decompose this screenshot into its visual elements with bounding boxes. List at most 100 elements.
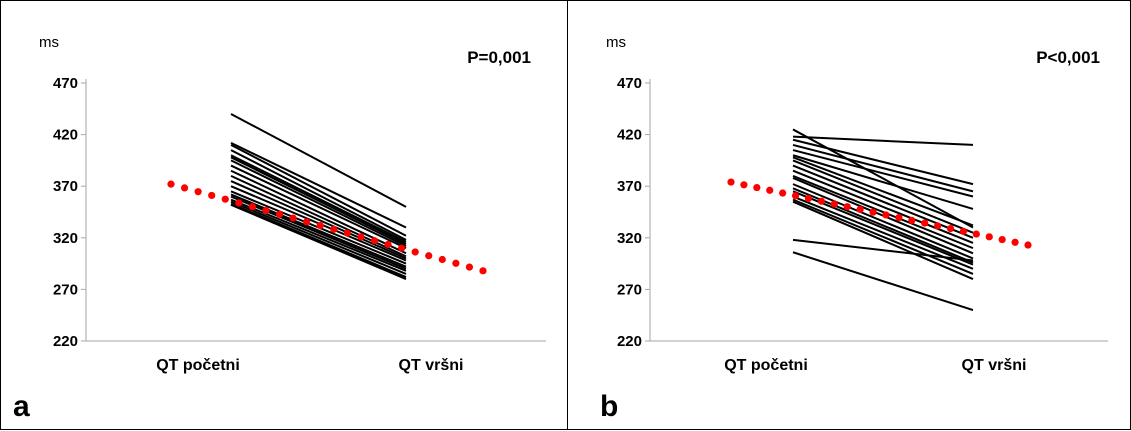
y-tick-label: 470 xyxy=(617,75,642,92)
trend-dot xyxy=(316,221,324,230)
series-line xyxy=(792,159,974,234)
trend-dot xyxy=(479,267,487,275)
trend-dot xyxy=(465,263,474,271)
trend-dot xyxy=(830,200,838,208)
x-category-label: QT vršni xyxy=(399,357,464,374)
trend-dot xyxy=(235,199,243,207)
y-tick-label: 320 xyxy=(53,230,78,247)
trend-dot xyxy=(411,248,419,256)
chart-a-svg: 220 270 320 370 420 470 ms P=0,001 QT početni… xyxy=(13,34,546,423)
series-line xyxy=(230,193,407,268)
trend-dot xyxy=(727,178,735,186)
x-category-label: QT početni xyxy=(156,357,240,374)
trend-dot xyxy=(869,208,877,216)
trend-dot xyxy=(1024,241,1032,249)
trend-dot xyxy=(985,233,993,241)
series-line xyxy=(230,149,407,241)
trend-dot xyxy=(167,180,175,188)
panel-letter: a xyxy=(13,390,30,423)
series-line xyxy=(792,183,974,260)
series-line xyxy=(792,200,974,280)
trend-dot xyxy=(934,222,942,230)
y-unit-label: ms xyxy=(39,34,59,51)
series-line xyxy=(792,135,974,146)
trend-dot xyxy=(289,214,297,222)
y-tick-label: 420 xyxy=(53,127,78,144)
series-line xyxy=(230,198,407,272)
trend-dot xyxy=(779,189,787,197)
y-tick-label: 420 xyxy=(617,127,642,144)
series-line xyxy=(230,202,407,278)
trend-dot xyxy=(343,229,351,237)
trend-dot xyxy=(262,206,270,215)
trend-dot xyxy=(791,192,800,200)
x-category-label: QT vršni xyxy=(962,357,1027,374)
series-line xyxy=(792,174,974,250)
series-line xyxy=(230,200,407,275)
trend-dot xyxy=(357,233,365,241)
y-unit-label: ms xyxy=(606,34,626,51)
trend-dot xyxy=(221,195,229,203)
y-tick-label: 220 xyxy=(53,333,78,350)
trend-dot xyxy=(972,230,980,238)
trend-dot xyxy=(194,188,202,196)
series-line xyxy=(792,138,974,186)
series-line xyxy=(792,149,974,198)
series-line xyxy=(230,164,407,250)
y-tick-label: 270 xyxy=(617,281,642,298)
trend-dot xyxy=(1011,238,1019,246)
chart-panel-a: 220 270 320 370 420 470 ms P=0,001 QT početni… xyxy=(0,0,568,430)
series-line xyxy=(230,203,407,281)
y-tick-label: 370 xyxy=(53,178,78,195)
trend-dot xyxy=(804,194,813,203)
trend-dot xyxy=(882,211,890,219)
series-line xyxy=(230,156,407,245)
y-tick-label: 220 xyxy=(617,333,642,350)
series-line xyxy=(230,154,407,243)
series-line xyxy=(230,113,407,208)
x-category-label: QT početni xyxy=(724,357,808,374)
chart-b-svg: 220 270 320 370 420 470 ms P<0,001 QT početni… xyxy=(600,34,1108,423)
series-line xyxy=(792,238,974,262)
trend-dot xyxy=(895,214,903,222)
trend-dot xyxy=(998,235,1006,244)
y-tick-label: 370 xyxy=(617,178,642,195)
trend-dot xyxy=(438,255,446,264)
series-line xyxy=(792,143,974,193)
series-line xyxy=(230,144,407,237)
trend-dot xyxy=(208,191,216,200)
series-line xyxy=(792,198,974,275)
y-tick-label: 320 xyxy=(617,230,642,247)
series-line xyxy=(792,169,974,244)
trend-dot xyxy=(959,227,968,235)
series-line xyxy=(230,195,407,270)
trend-dot xyxy=(740,181,748,189)
p-value-annotation: P=0,001 xyxy=(467,48,531,67)
trend-dot xyxy=(180,184,189,192)
series-line xyxy=(230,159,407,247)
trend-dot xyxy=(330,225,338,233)
trend-dot xyxy=(398,244,406,252)
trend-dot xyxy=(766,186,774,194)
trend-dot xyxy=(370,237,379,245)
trend-dot xyxy=(425,252,433,260)
trend-dot xyxy=(384,240,392,249)
trend-dot xyxy=(275,210,284,218)
chart-panel-b: 220 270 320 370 420 470 ms P<0,001 QT početni… xyxy=(567,0,1131,430)
series-line xyxy=(230,141,407,229)
p-value-annotation: P<0,001 xyxy=(1036,48,1100,67)
trend-dot xyxy=(843,203,851,211)
trend-dot xyxy=(248,203,256,211)
trend-dot xyxy=(753,183,761,192)
trend-dot xyxy=(908,216,916,224)
series-line xyxy=(792,128,974,229)
series-line xyxy=(792,156,974,227)
trend-dot xyxy=(921,219,929,227)
series-line xyxy=(792,154,974,210)
trend-dot xyxy=(303,218,311,226)
trend-dot xyxy=(817,197,825,205)
series-line xyxy=(230,180,407,260)
y-tick-label: 270 xyxy=(53,281,78,298)
series-line xyxy=(792,164,974,239)
trend-dot xyxy=(946,225,955,233)
